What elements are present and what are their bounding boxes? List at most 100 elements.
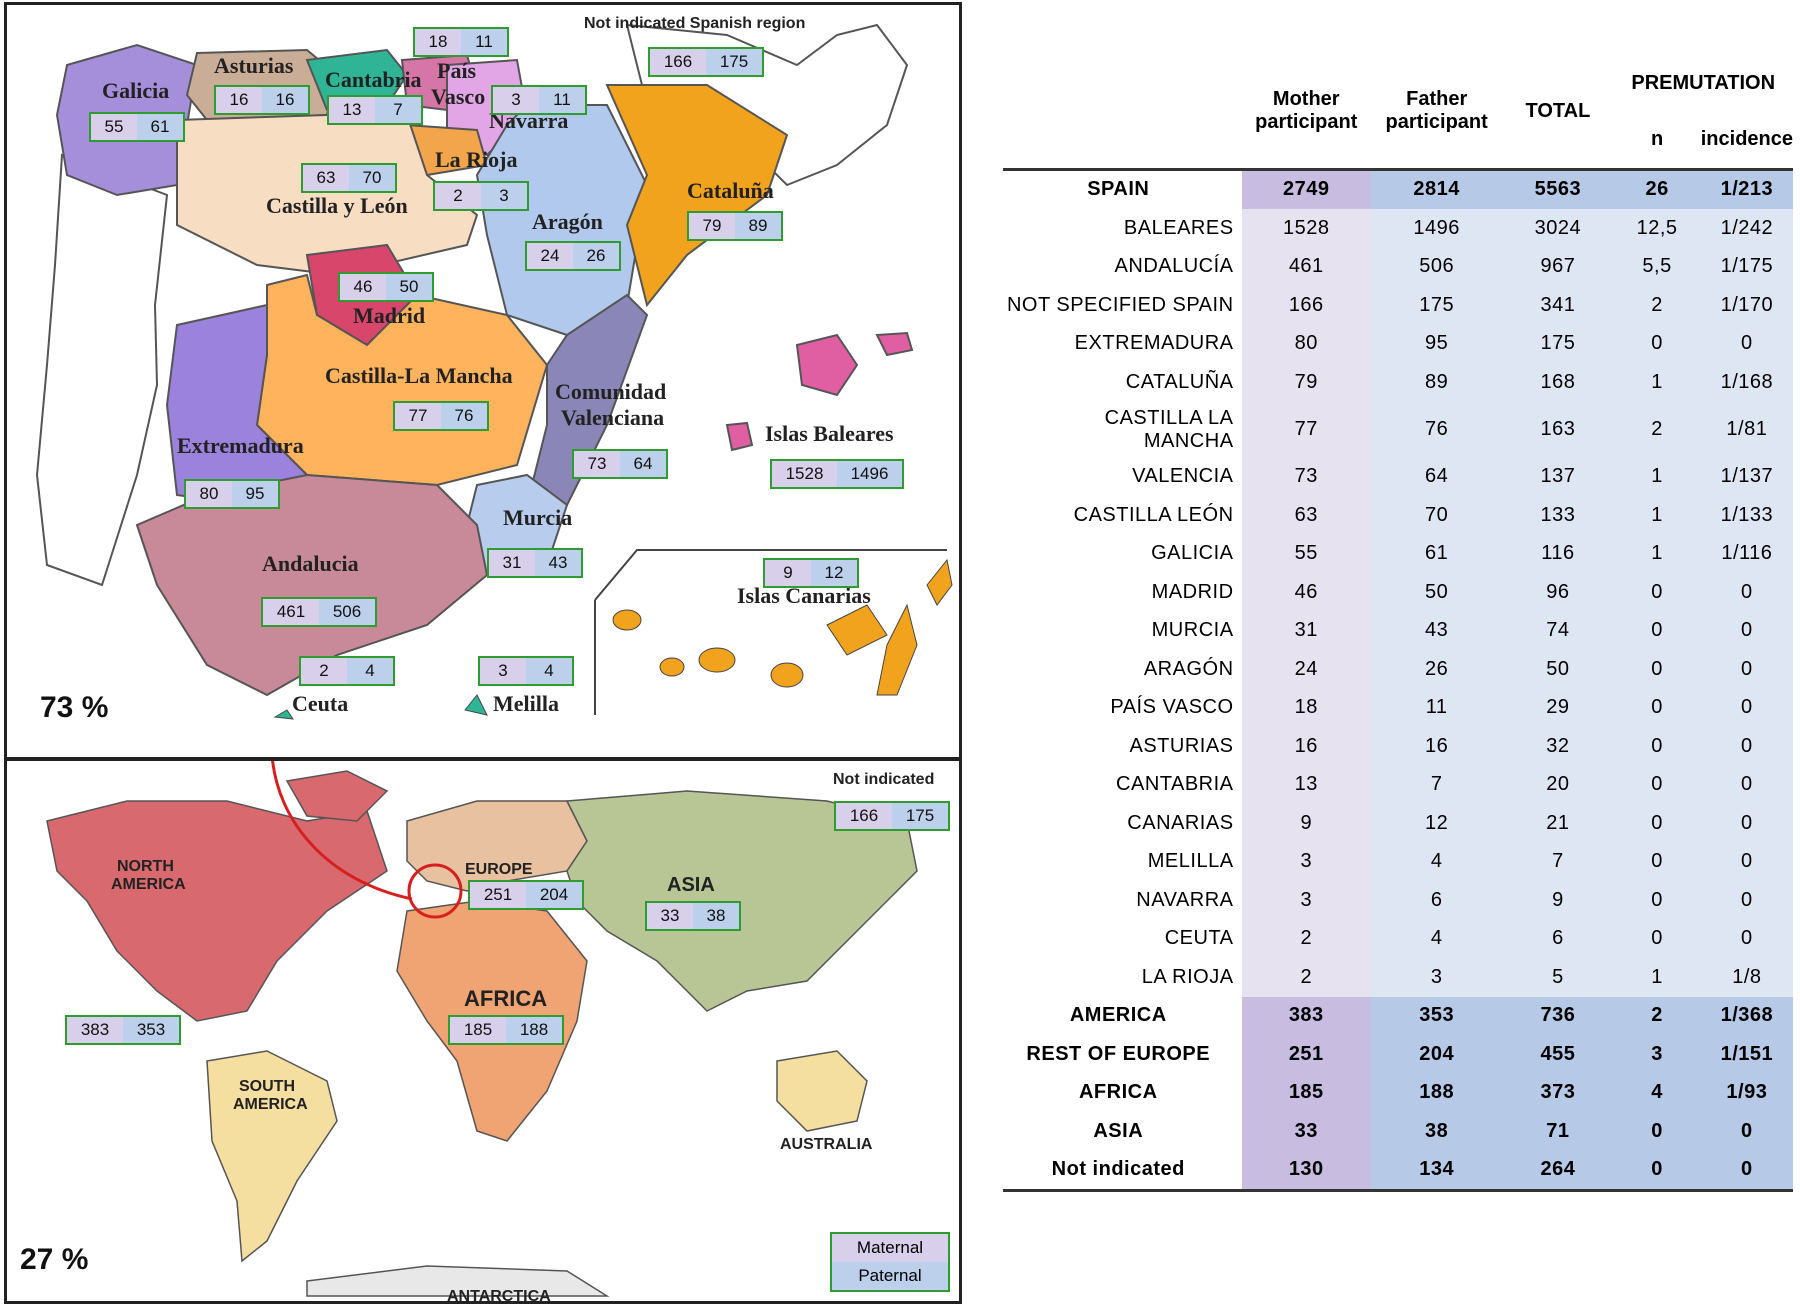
cell-father: 64 xyxy=(1370,457,1503,496)
cell-father: 12 xyxy=(1370,804,1503,843)
cell-n-text: 0 xyxy=(1651,811,1663,834)
cell-incidence: 0 xyxy=(1700,1112,1793,1151)
cell-region-text-line2: MANCHA xyxy=(1143,429,1234,452)
cell-region: MADRID xyxy=(1003,573,1242,612)
table-row: AFRICA 185 188 373 4 1/93 xyxy=(1003,1073,1793,1112)
cell-father: 6 xyxy=(1370,881,1503,920)
label-europe: EUROPE xyxy=(465,861,533,878)
cell-mother-text: 16 xyxy=(1294,734,1318,757)
table-row: MADRID 46 50 96 0 0 xyxy=(1003,573,1793,612)
header-incidence: incidence xyxy=(1700,127,1793,150)
cell-incidence: 0 xyxy=(1700,688,1793,727)
cell-father: 506 xyxy=(1370,247,1503,286)
spain-highlight-circle xyxy=(407,863,463,919)
cell-total-text: 29 xyxy=(1546,696,1570,719)
paternal-value: 70 xyxy=(349,165,395,191)
cell-father-text: 11 xyxy=(1425,696,1448,719)
maternal-value: 3 xyxy=(480,658,526,684)
paternal-value: 4 xyxy=(526,658,572,684)
cell-father-text: 6 xyxy=(1430,888,1443,911)
cell-region: VALENCIA xyxy=(1003,458,1242,497)
cell-total-text: 175 xyxy=(1540,332,1576,355)
paternal-value: 50 xyxy=(386,274,432,300)
cell-father: 61 xyxy=(1370,534,1503,573)
value-box-asia: 33 38 xyxy=(645,901,741,931)
cell-father: 11 xyxy=(1370,688,1503,727)
cell-incidence-text: 1/170 xyxy=(1720,293,1774,316)
cell-father-text: 2814 xyxy=(1413,178,1460,201)
maternal-value: 55 xyxy=(91,114,137,140)
cell-mother-text: 2 xyxy=(1300,965,1313,988)
cell-mother: 79 xyxy=(1241,363,1371,402)
cell-region-text: ARAGÓN xyxy=(1143,657,1234,680)
value-box-andalucia: 461 506 xyxy=(261,597,377,627)
cell-father-text: 26 xyxy=(1425,657,1449,680)
cell-mother-text: 1528 xyxy=(1283,216,1330,239)
cell-region: SPAIN xyxy=(1003,167,1242,209)
cell-n: 0 xyxy=(1613,804,1701,843)
table-row: VALENCIA 73 64 137 1 1/137 xyxy=(1003,457,1793,497)
cell-region-text: VALENCIA xyxy=(1132,465,1234,488)
cell-n-text: 0 xyxy=(1651,888,1663,911)
cell-total-text: 5563 xyxy=(1534,178,1582,201)
table-row: SPAIN 2749 2814 5563 26 1/213 xyxy=(1003,167,1793,209)
paternal-value: 353 xyxy=(123,1017,179,1043)
region-label-aragon: Aragón xyxy=(532,209,603,234)
cell-total-text: 20 xyxy=(1546,773,1570,796)
greenland-shape xyxy=(285,770,389,822)
cell-mother: 3 xyxy=(1241,881,1371,920)
baleares-mallorca-shape xyxy=(795,333,859,397)
value-box-cataluna: 79 89 xyxy=(687,211,783,241)
table-row: CANARIAS 9 12 21 0 0 xyxy=(1003,804,1793,843)
antarctica-shape xyxy=(306,1265,610,1297)
cell-incidence: 0 xyxy=(1700,1150,1793,1192)
cell-region-text: ANDALUCÍA xyxy=(1114,255,1234,278)
cell-n-text: 4 xyxy=(1651,1081,1663,1104)
label-north-america: AMERICA xyxy=(111,876,186,893)
value-box-valenciana: 73 64 xyxy=(572,449,668,479)
table-row: CATALUÑA 79 89 168 1 1/168 xyxy=(1003,363,1793,402)
region-label-galicia: Galicia xyxy=(102,78,169,103)
paternal-value: 11 xyxy=(539,87,585,113)
cell-incidence: 0 xyxy=(1700,842,1793,881)
canarias-inset-frame xyxy=(594,549,947,601)
cell-father-text: 70 xyxy=(1425,503,1449,526)
cell-mother: 55 xyxy=(1241,534,1371,573)
cell-father: 95 xyxy=(1370,324,1503,363)
cell-father-text: 506 xyxy=(1419,255,1455,278)
cell-mother: 33 xyxy=(1241,1112,1371,1151)
cell-n: 1 xyxy=(1613,457,1701,496)
cell-incidence: 1/81 xyxy=(1700,401,1793,458)
canarias-island xyxy=(876,603,918,696)
table-body: SPAIN 2749 2814 5563 26 1/213 BALEARES 1528 1496… xyxy=(1003,167,1793,1192)
cell-incidence: 1/93 xyxy=(1700,1073,1793,1112)
cell-region: AMERICA xyxy=(1003,997,1242,1036)
cell-region: NOT SPECIFIED SPAIN xyxy=(1003,286,1242,325)
region-label-castilla-la-mancha: Castilla-La Mancha xyxy=(325,363,513,388)
maternal-value: 185 xyxy=(450,1017,506,1043)
cell-mother-text: 3 xyxy=(1300,888,1313,911)
cell-n: 0 xyxy=(1613,324,1701,363)
cell-mother: 251 xyxy=(1241,1035,1371,1074)
region-label-murcia: Murcia xyxy=(503,505,572,530)
table-row: GALICIA 55 61 116 1 1/116 xyxy=(1003,534,1793,573)
maternal-value: 24 xyxy=(527,243,573,269)
cell-n-text: 0 xyxy=(1651,657,1663,680)
cell-total: 168 xyxy=(1502,363,1614,402)
cell-n: 0 xyxy=(1613,573,1701,612)
cell-mother-text: 18 xyxy=(1294,696,1318,719)
maternal-value: 79 xyxy=(689,213,735,239)
cell-incidence-text: 0 xyxy=(1741,888,1753,911)
paternal-value: 175 xyxy=(706,49,762,75)
cell-n: 4 xyxy=(1613,1073,1701,1112)
region-label-andalucia: Andalucia xyxy=(262,551,359,576)
cell-region-text: CATALUÑA xyxy=(1125,370,1234,393)
cell-mother-text: 77 xyxy=(1294,418,1318,440)
cell-incidence-text: 0 xyxy=(1741,619,1753,642)
cell-n: 0 xyxy=(1613,688,1701,727)
cell-mother: 1528 xyxy=(1241,209,1371,248)
paternal-value: 204 xyxy=(526,882,582,908)
cell-mother: 77 xyxy=(1241,401,1371,458)
paternal-value: 95 xyxy=(232,481,278,507)
cell-mother: 461 xyxy=(1241,247,1371,286)
